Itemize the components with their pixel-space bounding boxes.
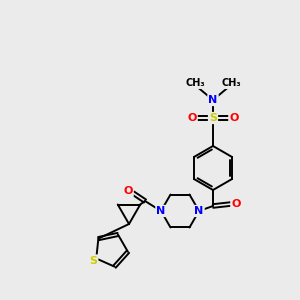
Text: S: S bbox=[89, 256, 97, 266]
Text: CH₃: CH₃ bbox=[221, 78, 241, 88]
Text: O: O bbox=[229, 113, 239, 123]
Text: O: O bbox=[187, 113, 197, 123]
Text: O: O bbox=[123, 186, 133, 196]
Text: N: N bbox=[208, 95, 217, 105]
Text: O: O bbox=[231, 199, 241, 209]
Text: S: S bbox=[209, 113, 217, 123]
Text: N: N bbox=[194, 206, 204, 216]
Text: CH₃: CH₃ bbox=[185, 78, 205, 88]
Text: N: N bbox=[156, 206, 166, 216]
